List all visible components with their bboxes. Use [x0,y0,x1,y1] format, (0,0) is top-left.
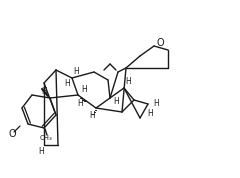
Text: H: H [81,85,87,93]
Text: H: H [153,100,159,109]
Text: H: H [147,109,153,119]
Text: H: H [38,148,44,156]
Text: H: H [77,98,83,108]
Text: H: H [125,77,131,87]
Text: H: H [113,98,119,106]
Text: CH₃: CH₃ [40,135,52,141]
Text: H: H [41,87,47,96]
Text: H: H [73,67,79,75]
Text: H: H [89,111,95,121]
Text: O: O [156,38,164,48]
Text: H: H [64,78,70,88]
Text: O: O [8,129,16,139]
